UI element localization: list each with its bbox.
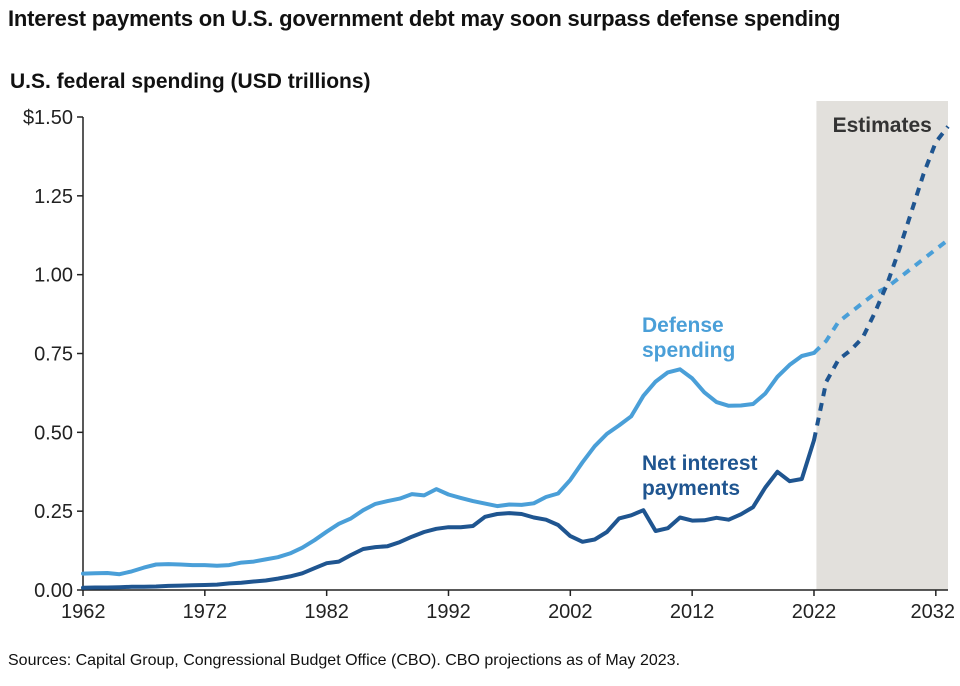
x-tick-label: 2022 xyxy=(792,601,837,623)
estimates-shaded-region xyxy=(816,101,948,590)
series-label-0: spending xyxy=(642,339,735,362)
x-tick-label: 1992 xyxy=(426,601,471,623)
x-tick-label: 2002 xyxy=(548,601,593,623)
chart-title: Interest payments on U.S. government deb… xyxy=(8,6,841,31)
series-label-0: Defense xyxy=(642,314,724,337)
y-tick-label: 1.25 xyxy=(34,186,73,208)
x-tick-label: 1972 xyxy=(183,601,228,623)
y-tick-label: $1.50 xyxy=(23,107,73,129)
series-line-0-estimate xyxy=(812,238,950,355)
series-lines-group xyxy=(81,125,950,590)
y-tick-label: 1.00 xyxy=(34,265,73,287)
y-tick-label: 0.75 xyxy=(34,344,73,366)
chart-subtitle: U.S. federal spending (USD trillions) xyxy=(10,70,371,93)
y-tick-label: 0.50 xyxy=(34,422,73,444)
x-tick-label: 2032 xyxy=(911,601,956,623)
x-tick-label: 1982 xyxy=(304,601,349,623)
x-tick-label: 2012 xyxy=(670,601,715,623)
series-label-1: payments xyxy=(642,477,740,500)
series-line-1-estimate xyxy=(812,125,950,441)
y-tick-label: 0.25 xyxy=(34,501,73,523)
series-line-1-actual xyxy=(81,438,816,590)
axes-group: 0.00 0.25 0.50 0.75 1.00 1.25 $1.50 1962 1972 198… xyxy=(23,107,955,623)
estimates-label: Estimates xyxy=(833,114,932,137)
x-tick-label: 1962 xyxy=(61,601,106,623)
y-tick-label: 0.00 xyxy=(34,580,73,602)
source-note: Sources: Capital Group, Congressional Bu… xyxy=(8,652,681,669)
series-label-1: Net interest xyxy=(642,452,758,475)
series-line-0-actual xyxy=(81,350,816,577)
